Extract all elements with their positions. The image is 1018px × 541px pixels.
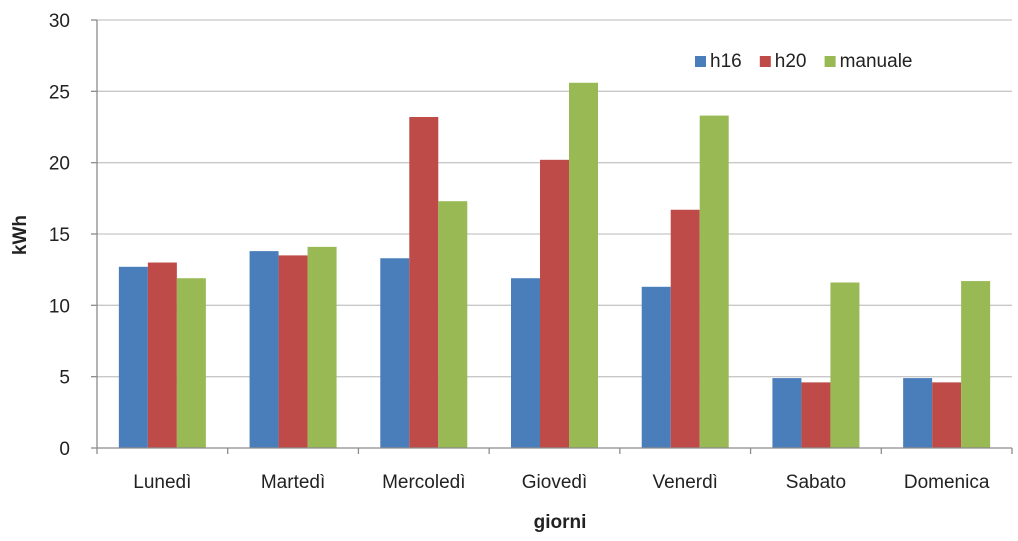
y-tick-label: 25 <box>49 82 70 103</box>
bar-manuale-4 <box>699 115 729 448</box>
x-tick-label: Domenica <box>904 472 990 493</box>
bar-h20-1 <box>278 255 308 448</box>
bar-manuale-0 <box>176 278 206 448</box>
y-tick-label: 15 <box>49 225 70 246</box>
axes <box>91 19 1013 454</box>
x-tick-label: Venerdì <box>652 472 718 493</box>
bar-h16-4 <box>641 286 671 448</box>
bar-manuale-1 <box>307 246 337 448</box>
x-tick-labels: Lunedì Martedì Mercoledì Giovedì Venerdì Saba… <box>133 472 990 493</box>
bar-h16-3 <box>511 278 540 448</box>
bar-h16-6 <box>903 378 933 448</box>
bar-manuale-6 <box>961 281 991 448</box>
x-tick-label: Mercoledì <box>382 472 465 493</box>
x-tick-label: Giovedì <box>522 472 587 493</box>
bar-manuale-5 <box>830 282 860 448</box>
x-axis-title: giorni <box>534 512 587 533</box>
y-tick-label: 10 <box>49 296 70 317</box>
legend-label-manuale: manuale <box>840 51 913 72</box>
bar-h16-1 <box>249 251 279 448</box>
x-tick-label: Lunedì <box>133 472 191 493</box>
bar-h20-0 <box>147 262 177 448</box>
y-tick-label: 5 <box>59 368 70 389</box>
legend-swatch-manuale <box>824 56 836 67</box>
bar-h20-4 <box>670 209 700 448</box>
bars <box>118 82 991 449</box>
y-tick-label: 30 <box>49 11 70 32</box>
legend-swatch-h16 <box>695 56 706 67</box>
legend-swatch-h20 <box>759 56 771 67</box>
legend-label-h20: h20 <box>775 51 807 72</box>
bar-h20-2 <box>409 117 439 448</box>
bar-manuale-2 <box>438 201 468 448</box>
y-tick-label: 20 <box>49 154 70 175</box>
bar-h16-0 <box>118 266 148 448</box>
bar-h16-2 <box>380 258 410 448</box>
bar-h20-5 <box>801 382 831 448</box>
legend: h16 h20 manuale <box>695 51 912 72</box>
bar-h20-3 <box>540 159 569 448</box>
x-tick-label: Sabato <box>786 472 846 493</box>
x-tick-label: Martedì <box>261 472 325 493</box>
y-tick-label: 0 <box>59 439 70 460</box>
bar-h16-5 <box>772 378 802 448</box>
bar-manuale-3 <box>569 82 598 449</box>
y-axis-title: kWh <box>10 215 31 255</box>
bar-h20-6 <box>932 382 962 448</box>
y-tick-labels: 0 5 10 15 20 25 30 <box>49 11 70 460</box>
legend-label-h16: h16 <box>710 51 742 72</box>
